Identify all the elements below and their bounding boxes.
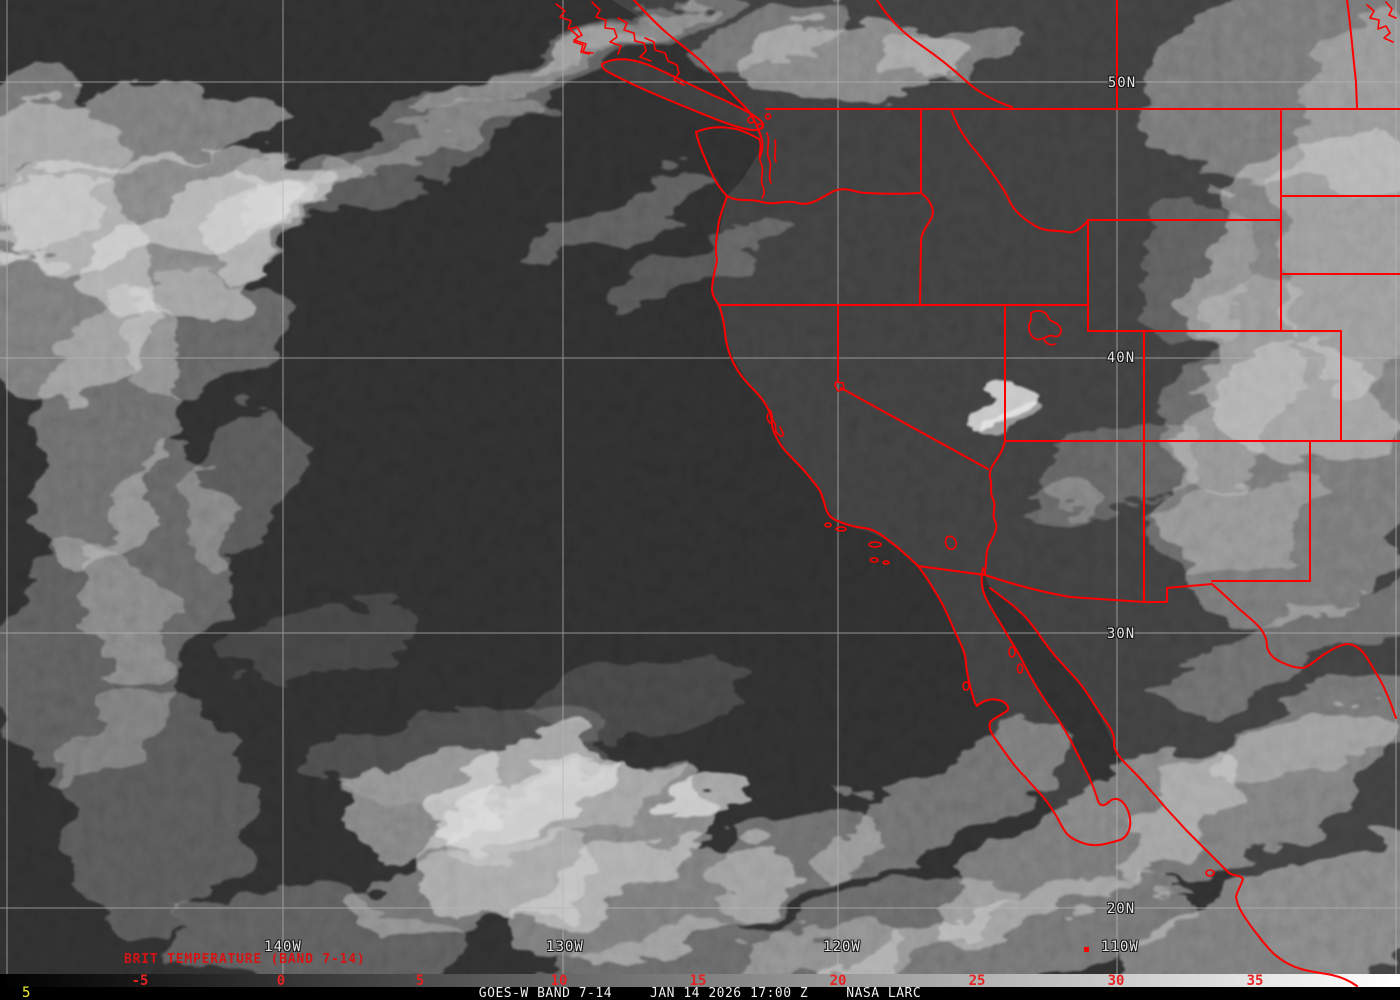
columbia-river-border: [726, 188, 921, 205]
washington-coast: [695, 131, 728, 197]
channel-islands: [824, 522, 890, 565]
california-oregon-coastline: [711, 195, 919, 567]
san-francisco-bay: [766, 409, 784, 437]
colorbar-tick-25: 25: [968, 973, 986, 989]
colorbar-tick-5: 5: [415, 973, 425, 989]
nevada-arizona-colorado-river: [984, 440, 1006, 576]
san-juan-islands: [747, 113, 772, 130]
gulf-islands: [1008, 646, 1024, 674]
colorbar-tick-neg5: -5: [131, 973, 149, 989]
lat-label-20n: 20N: [1106, 901, 1136, 917]
colorbar-caption: BRIT TEMPERATURE (BAND 7-14): [124, 952, 366, 967]
manitoba-lakes: [1366, 1, 1397, 43]
rio-grande: [1211, 583, 1397, 719]
credit-label: NASA LARC: [846, 986, 922, 1000]
bc-mainland-coast: [633, 0, 764, 158]
cedros-island: [962, 681, 970, 691]
timestamp-label: JAN 14 2026 17:00 Z: [650, 986, 809, 1000]
juan-de-fuca-strait: [695, 126, 760, 140]
map-marker-dot: [1084, 947, 1089, 952]
colorbar-tick-30: 30: [1107, 973, 1125, 989]
new-mexico-bootheel: [1143, 583, 1213, 603]
colorbar-tick-35: 35: [1246, 973, 1264, 989]
bc-alberta-divide: [876, 0, 1013, 108]
lon-label-120w: 120W: [823, 939, 861, 955]
salton-sea: [944, 535, 957, 550]
colorbar-tick-15: 15: [689, 973, 707, 989]
puget-sound: [758, 132, 777, 199]
map-borders-layer: [555, 0, 1400, 987]
baja-east-coast: [980, 567, 1132, 841]
arizona-mexico-border: [984, 574, 1145, 603]
colorbar-gradient: [0, 974, 1400, 987]
sonora-sinaloa-coast: [989, 587, 1358, 987]
lon-label-130w: 130W: [546, 939, 584, 955]
saskatchewan-manitoba-border: [1346, 0, 1358, 109]
title-bar: GOES-W BAND 7-14 JAN 14 2026 17:00 Z NAS…: [0, 987, 1400, 1000]
bc-fjords: [555, 1, 685, 86]
lon-label-110w: 110W: [1101, 939, 1139, 955]
california-nevada-diagonal: [840, 387, 989, 470]
colorbar-tick-0: 0: [276, 973, 286, 989]
colorbar-tick-10: 10: [550, 973, 568, 989]
california-mexico-border: [917, 565, 986, 576]
lon-label-140w: 140W: [264, 939, 302, 955]
lake-tahoe: [834, 381, 845, 392]
idaho-montana-border: [950, 108, 1089, 234]
oregon-idaho-border: [919, 192, 934, 305]
baja-west-coast: [917, 565, 1121, 847]
product-label: GOES-W BAND 7-14: [478, 986, 613, 1000]
great-salt-lake: [1028, 310, 1062, 346]
lat-label-50n: 50N: [1107, 75, 1137, 91]
frame-number: 5: [22, 985, 31, 1000]
islas-marias: [1205, 869, 1215, 877]
lat-label-30n: 30N: [1106, 626, 1136, 642]
lat-label-40n: 40N: [1106, 350, 1136, 366]
gridlines-layer: [0, 0, 1400, 974]
image-grain-texture: [0, 0, 1400, 975]
colorbar-tick-20: 20: [829, 973, 847, 989]
